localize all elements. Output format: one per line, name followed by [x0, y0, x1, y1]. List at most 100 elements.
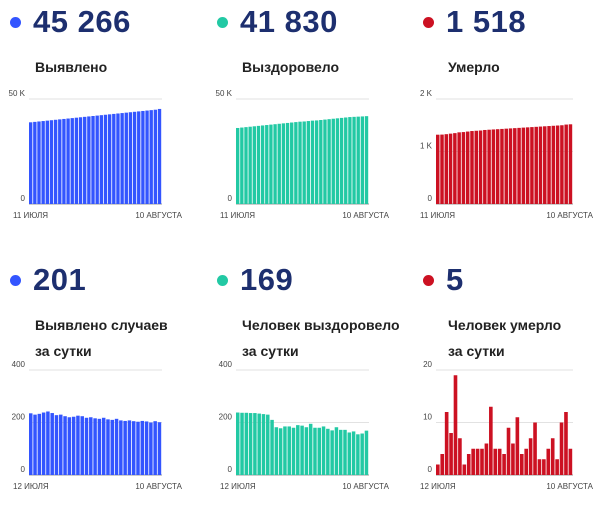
- y-tick-label: 400: [219, 360, 233, 369]
- red-dot-icon: [423, 274, 434, 286]
- recovered-daily-value: 169: [240, 262, 294, 297]
- headline: 1 518: [423, 4, 526, 40]
- panel-detected-daily: 201 Выявлено случаев за сутки: [0, 258, 200, 508]
- bar: [269, 124, 273, 204]
- bar: [356, 434, 360, 475]
- bar: [97, 418, 102, 475]
- bar: [260, 125, 265, 204]
- bar: [103, 114, 108, 204]
- bar: [550, 438, 555, 475]
- y-tick-label: 0: [21, 465, 26, 474]
- y-tick-label: 50 K: [216, 89, 233, 98]
- bar: [517, 127, 521, 205]
- bar: [542, 459, 546, 475]
- y-tick-label: 0: [21, 194, 26, 203]
- bar: [338, 429, 343, 475]
- bar: [471, 448, 475, 475]
- y-tick-label: 2 K: [420, 89, 433, 98]
- recovered-total-label: Выздоровело: [242, 54, 339, 80]
- x-end-label: 10 АВГУСТА: [342, 211, 389, 220]
- bar: [45, 120, 49, 204]
- bar: [63, 416, 67, 475]
- bar: [352, 116, 356, 204]
- blue-dot-icon: [10, 274, 21, 286]
- panel-died-total: 1 518 Умерло: [413, 0, 605, 250]
- bar: [534, 126, 538, 204]
- bar: [458, 438, 462, 475]
- bar: [474, 130, 479, 204]
- bar: [33, 121, 37, 204]
- bar: [149, 422, 153, 475]
- bar: [495, 129, 500, 204]
- bar: [144, 421, 149, 475]
- bar: [110, 419, 115, 476]
- bar: [524, 448, 529, 475]
- bar: [37, 121, 41, 204]
- chart-0: 0 50 K 11 ИЮЛЯ 10 АВГУСТА: [9, 89, 183, 220]
- died-total-label: Умерло: [448, 54, 500, 80]
- bar: [483, 129, 487, 204]
- headline: 201: [10, 262, 86, 298]
- bar: [50, 413, 54, 475]
- bar: [240, 412, 244, 475]
- y-tick-label: 20: [423, 360, 432, 369]
- y-tick-label: 0: [228, 465, 233, 474]
- bar: [331, 118, 335, 204]
- bar: [497, 448, 502, 475]
- bar: [83, 116, 87, 204]
- label-line-1: Выздоровело: [242, 59, 340, 75]
- bar: [487, 129, 491, 204]
- bar: [360, 433, 364, 475]
- bar: [274, 427, 279, 475]
- x-end-label: 10 АВГУСТА: [135, 211, 182, 220]
- bar: [33, 414, 37, 476]
- detected-total-label: Выявлено: [35, 54, 107, 80]
- bar: [74, 117, 79, 204]
- bar: [453, 375, 458, 475]
- bar: [253, 413, 257, 475]
- bar: [449, 433, 453, 475]
- bar: [89, 417, 93, 475]
- bar: [287, 426, 291, 475]
- headline: 169: [217, 262, 293, 298]
- bar: [29, 413, 33, 475]
- bar: [145, 110, 149, 204]
- x-end-label: 10 АВГУСТА: [546, 211, 593, 220]
- y-tick-label: 200: [12, 413, 26, 422]
- y-tick-label: 0: [428, 194, 433, 203]
- label-line-2: за сутки: [242, 343, 299, 359]
- bar: [71, 416, 76, 475]
- blue-dot-icon: [10, 16, 21, 28]
- bar: [335, 118, 340, 204]
- bar: [137, 111, 141, 204]
- bar: [107, 114, 112, 204]
- label-line-1: Человек выздоровело: [242, 317, 400, 333]
- bar: [470, 131, 474, 204]
- bar: [511, 443, 515, 475]
- bar: [281, 123, 286, 204]
- bar: [568, 124, 573, 204]
- bar: [489, 406, 493, 475]
- bar: [493, 448, 498, 475]
- bar: [95, 115, 99, 204]
- y-tick-label: 400: [12, 360, 26, 369]
- bar: [87, 116, 91, 204]
- bar: [84, 417, 89, 475]
- bar: [290, 122, 294, 204]
- died-total-value: 1 518: [446, 4, 527, 39]
- bar: [54, 415, 59, 475]
- bar: [257, 413, 261, 475]
- bar: [304, 427, 309, 475]
- bar: [436, 464, 440, 475]
- bar: [236, 127, 240, 204]
- bar: [273, 124, 277, 204]
- bar: [506, 427, 511, 475]
- panel-recovered-total: 41 830 Выздоровело: [207, 0, 407, 250]
- bar: [559, 422, 564, 475]
- bar: [508, 128, 513, 204]
- bar: [360, 116, 365, 204]
- bar: [330, 430, 334, 476]
- bar: [300, 425, 304, 475]
- bar: [323, 119, 327, 204]
- bar: [127, 420, 132, 475]
